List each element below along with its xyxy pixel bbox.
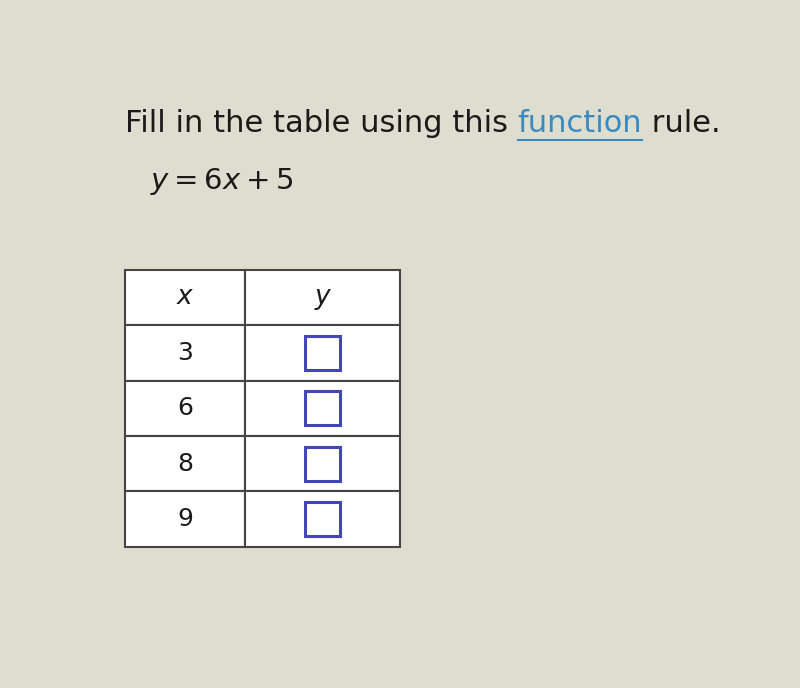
Bar [125,270,245,325]
Bar [305,336,340,369]
Bar [125,325,245,380]
Bar [305,447,340,481]
Bar [125,380,245,436]
Text: 6: 6 [177,396,193,420]
Bar [305,391,340,425]
Bar [125,436,245,491]
Bar [245,380,400,436]
Bar [245,270,400,325]
Text: 8: 8 [177,452,193,475]
Bar [125,491,245,547]
Text: 3: 3 [177,341,193,365]
Text: rule.: rule. [642,109,721,138]
Bar [245,491,400,547]
Text: y: y [314,284,330,310]
Text: 9: 9 [177,507,193,531]
Bar [305,502,340,536]
Text: $y=6x+5$: $y=6x+5$ [150,166,294,197]
Bar [245,325,400,380]
Text: x: x [177,284,193,310]
Text: Fill in the table using this: Fill in the table using this [125,109,518,138]
Text: function: function [518,109,642,138]
Bar [245,436,400,491]
